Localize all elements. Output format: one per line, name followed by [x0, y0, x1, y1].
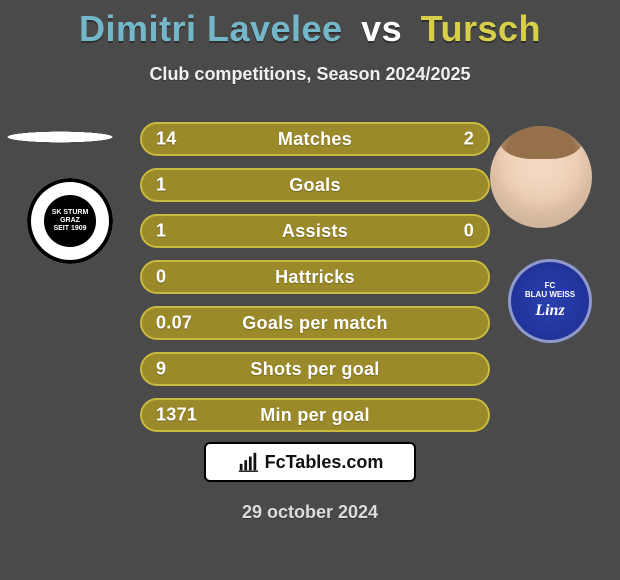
- branding-text: FcTables.com: [265, 452, 384, 473]
- crest-bwl-text: FC BLAU WEISS Linz: [516, 282, 584, 319]
- stat-row: 0 Hattricks: [140, 260, 490, 294]
- stat-label: Matches: [278, 129, 352, 150]
- stat-label: Goals per match: [242, 313, 388, 334]
- stat-label: Assists: [282, 221, 348, 242]
- stat-value-right: 0: [464, 221, 474, 242]
- title-vs: vs: [361, 8, 402, 49]
- stat-value-left: 1371: [156, 405, 197, 426]
- stat-value-right: 2: [464, 129, 474, 150]
- stat-label: Shots per goal: [250, 359, 379, 380]
- generation-date: 29 october 2024: [0, 502, 620, 523]
- stat-value-left: 1: [156, 175, 166, 196]
- subtitle: Club competitions, Season 2024/2025: [0, 64, 620, 85]
- stat-row: 1 Assists 0: [140, 214, 490, 248]
- stat-row: 1 Goals: [140, 168, 490, 202]
- stat-label: Min per goal: [260, 405, 370, 426]
- stat-value-left: 9: [156, 359, 166, 380]
- stat-label: Hattricks: [275, 267, 355, 288]
- chart-icon: [237, 451, 259, 473]
- crest-sturm-text: SK STURMGRAZSEIT 1909: [44, 195, 96, 247]
- stat-value-left: 0.07: [156, 313, 192, 334]
- player-b-photo: [490, 126, 592, 228]
- stat-row: 14 Matches 2: [140, 122, 490, 156]
- player-a-photo: [7, 122, 113, 152]
- page-title: Dimitri Lavelee vs Tursch: [0, 8, 620, 50]
- stat-row: 0.07 Goals per match: [140, 306, 490, 340]
- stat-value-left: 14: [156, 129, 177, 150]
- player-b-club-crest: FC BLAU WEISS Linz: [508, 259, 592, 343]
- player-a-club-crest: SK STURMGRAZSEIT 1909: [27, 178, 113, 264]
- stat-value-left: 0: [156, 267, 166, 288]
- stat-label: Goals: [289, 175, 341, 196]
- stat-row: 1371 Min per goal: [140, 398, 490, 432]
- stat-row: 9 Shots per goal: [140, 352, 490, 386]
- title-player-b: Tursch: [421, 8, 541, 49]
- title-player-a: Dimitri Lavelee: [79, 8, 343, 49]
- branding-badge: FcTables.com: [204, 442, 416, 482]
- stat-value-left: 1: [156, 221, 166, 242]
